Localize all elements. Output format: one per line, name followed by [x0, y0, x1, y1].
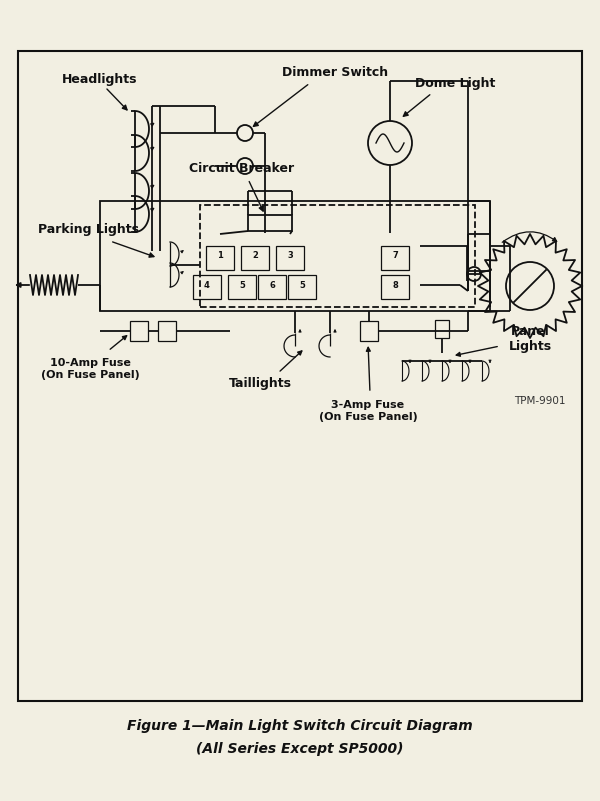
Text: Parking Lights: Parking Lights: [37, 223, 139, 235]
Text: 2: 2: [252, 252, 258, 260]
Text: Headlights: Headlights: [62, 73, 138, 86]
Text: (All Series Except SP5000): (All Series Except SP5000): [196, 742, 404, 756]
Bar: [241, 246, 269, 270]
Bar: [381, 246, 409, 270]
Text: 1: 1: [217, 252, 223, 260]
Bar: [248, 215, 292, 231]
Bar: [360, 321, 378, 341]
Text: 10-Amp Fuse
(On Fuse Panel): 10-Amp Fuse (On Fuse Panel): [41, 358, 139, 380]
Bar: [228, 275, 256, 299]
Text: Dimmer Switch: Dimmer Switch: [282, 66, 388, 79]
Bar: [158, 321, 176, 341]
Text: 8: 8: [392, 280, 398, 289]
Text: Panel
Lights: Panel Lights: [508, 325, 551, 353]
Text: 5: 5: [239, 280, 245, 289]
Bar: [381, 275, 409, 299]
Bar: [18, 51, 582, 701]
Bar: [435, 320, 449, 338]
Text: TPM-9901: TPM-9901: [514, 396, 566, 406]
Bar: [193, 275, 221, 299]
Text: 3-Amp Fuse
(On Fuse Panel): 3-Amp Fuse (On Fuse Panel): [319, 400, 418, 422]
Text: 4: 4: [204, 280, 210, 289]
Text: 6: 6: [269, 280, 275, 289]
Text: Dome Light: Dome Light: [415, 77, 495, 90]
Text: 7: 7: [392, 252, 398, 260]
Bar: [206, 246, 234, 270]
Text: 3: 3: [287, 252, 293, 260]
Bar: [100, 201, 490, 311]
Text: Circuit Breaker: Circuit Breaker: [190, 163, 295, 175]
Text: Figure 1—Main Light Switch Circuit Diagram: Figure 1—Main Light Switch Circuit Diagr…: [127, 719, 473, 733]
Bar: [200, 205, 475, 307]
Bar: [258, 275, 286, 299]
Bar: [130, 321, 148, 341]
Bar: [276, 246, 304, 270]
Text: 5: 5: [299, 280, 305, 289]
Bar: [288, 275, 316, 299]
Text: Taillights: Taillights: [229, 376, 292, 389]
